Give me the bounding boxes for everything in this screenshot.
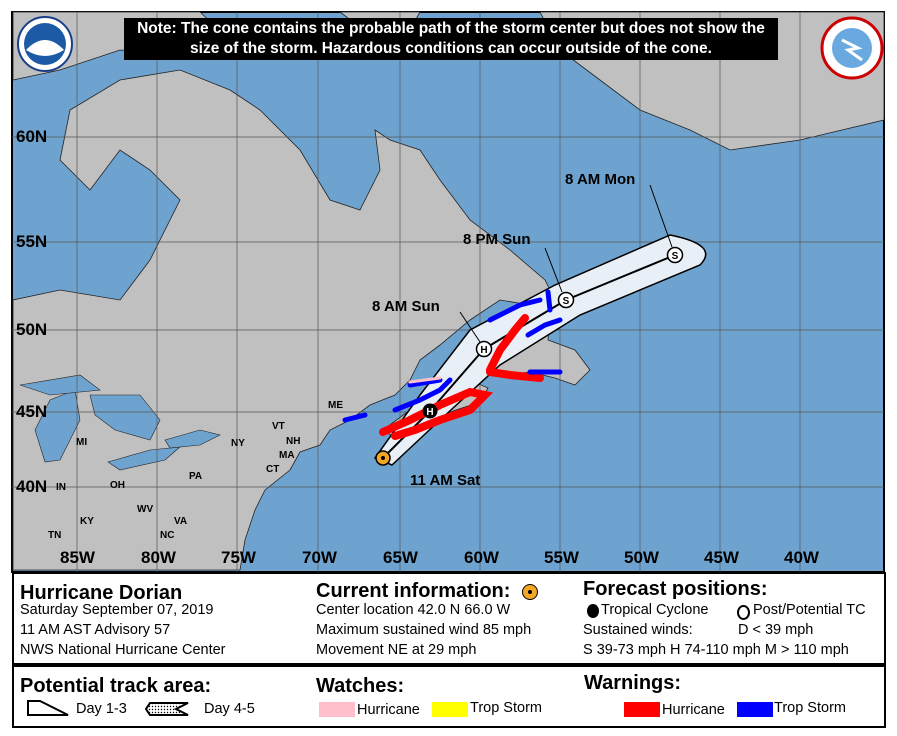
day13-cone-icon bbox=[27, 700, 69, 716]
state-label: WV bbox=[137, 504, 154, 515]
state-label: NY bbox=[231, 438, 245, 449]
svg-text:H: H bbox=[480, 345, 487, 356]
svg-text:H: H bbox=[426, 407, 433, 418]
movement: Movement NE at 29 mph bbox=[316, 642, 477, 658]
state-label: NC bbox=[160, 530, 175, 541]
center-location: Center location 42.0 N 66.0 W bbox=[316, 602, 511, 618]
forecast-point-h1 bbox=[422, 403, 438, 419]
current-position-icon bbox=[522, 584, 538, 600]
state-label: VT bbox=[272, 421, 285, 432]
noaa-logo bbox=[17, 16, 73, 72]
cone-disclaimer: Note: The cone contains the probable pat… bbox=[124, 18, 778, 60]
track-label: 8 AM Sun bbox=[372, 298, 440, 315]
nws-logo bbox=[820, 16, 884, 80]
hurricane-warning-label: Hurricane bbox=[662, 702, 725, 718]
lon-label: 40W bbox=[784, 548, 819, 567]
issuing-office: NWS National Hurricane Center bbox=[20, 642, 226, 658]
post-tc-icon bbox=[737, 605, 750, 620]
warnings-title: Warnings: bbox=[584, 672, 682, 694]
day45-cone-icon bbox=[144, 702, 189, 716]
state-label: IN bbox=[56, 482, 66, 493]
current-info-title: Current information: bbox=[316, 580, 511, 602]
track-area-title: Potential track area: bbox=[20, 675, 212, 697]
tropical-cyclone-icon bbox=[587, 604, 599, 618]
lon-label: 50W bbox=[624, 548, 659, 567]
lon-label: 75W bbox=[221, 548, 256, 567]
lat-label: 40N bbox=[16, 477, 48, 496]
track-label-current: 11 AM Sat bbox=[410, 472, 481, 489]
info-panel: Hurricane Dorian Saturday September 07, … bbox=[12, 572, 886, 665]
lat-label: 50N bbox=[16, 320, 48, 339]
state-label: NH bbox=[286, 436, 301, 447]
lon-label: 55W bbox=[544, 548, 579, 567]
lat-label: 60N bbox=[16, 127, 48, 146]
track-area-icons bbox=[27, 700, 189, 716]
state-label: CT bbox=[266, 464, 280, 475]
hurricane-watch-swatch bbox=[319, 702, 355, 717]
hurricane-warning-swatch bbox=[624, 702, 660, 717]
lon-label: 70W bbox=[302, 548, 337, 567]
state-label: TN bbox=[48, 530, 62, 541]
track-label: 8 PM Sun bbox=[463, 231, 531, 248]
tropical-cyclone-label: Tropical Cyclone bbox=[601, 602, 709, 618]
state-label: PA bbox=[189, 471, 203, 482]
advisory-number: 11 AM AST Advisory 57 bbox=[20, 622, 171, 638]
ts-warning-label: Trop Storm bbox=[774, 700, 846, 716]
hurricane-watch-label: Hurricane bbox=[357, 702, 420, 718]
lon-label: 80W bbox=[141, 548, 176, 567]
legend-panel: Potential track area: Day 1-3 Day 4-5 Wa… bbox=[12, 665, 886, 728]
state-label: VA bbox=[174, 516, 188, 527]
hurricane-warning-area bbox=[379, 314, 544, 440]
storm-name: Hurricane Dorian bbox=[20, 582, 183, 604]
forecast-point-s2 bbox=[666, 246, 684, 264]
svg-text:S: S bbox=[672, 251, 679, 262]
lon-label: 65W bbox=[383, 548, 418, 567]
state-label: OH bbox=[110, 480, 125, 491]
track-label: 8 AM Mon bbox=[565, 171, 636, 188]
lon-label: 60W bbox=[464, 548, 499, 567]
sustained-winds-label: Sustained winds: bbox=[583, 622, 693, 638]
state-label: ME bbox=[328, 400, 343, 411]
ts-watch-swatch bbox=[432, 702, 468, 717]
svg-text:S: S bbox=[563, 296, 570, 307]
track-points: H H S S bbox=[375, 246, 684, 466]
forecast-point-h2 bbox=[475, 340, 493, 358]
watches-title: Watches: bbox=[316, 675, 405, 697]
advisory-date: Saturday September 07, 2019 bbox=[20, 602, 214, 618]
ts-warning-area bbox=[342, 289, 563, 423]
state-label: MA bbox=[279, 450, 295, 461]
forecast-point-s1 bbox=[557, 291, 575, 309]
hurricane-watch-area bbox=[408, 376, 442, 384]
wind-scale: S 39-73 mph H 74-110 mph M > 110 mph bbox=[583, 642, 849, 658]
forecast-title: Forecast positions: bbox=[583, 578, 768, 600]
lon-label: 85W bbox=[60, 548, 95, 567]
max-wind: Maximum sustained wind 85 mph bbox=[316, 622, 532, 638]
lat-label: 55N bbox=[16, 232, 48, 251]
forecast-cone bbox=[373, 234, 707, 466]
lon-label: 45W bbox=[704, 548, 739, 567]
state-label: KY bbox=[80, 516, 94, 527]
ts-watch-label: Trop Storm bbox=[470, 700, 542, 716]
day45-label: Day 4-5 bbox=[204, 701, 255, 717]
ts-warning-swatch bbox=[737, 702, 773, 717]
lat-label: 45N bbox=[16, 402, 48, 421]
state-label: MI bbox=[76, 437, 88, 448]
post-tc-label: Post/Potential TC bbox=[753, 602, 866, 618]
depression-scale: D < 39 mph bbox=[738, 622, 814, 638]
day13-label: Day 1-3 bbox=[76, 701, 127, 717]
